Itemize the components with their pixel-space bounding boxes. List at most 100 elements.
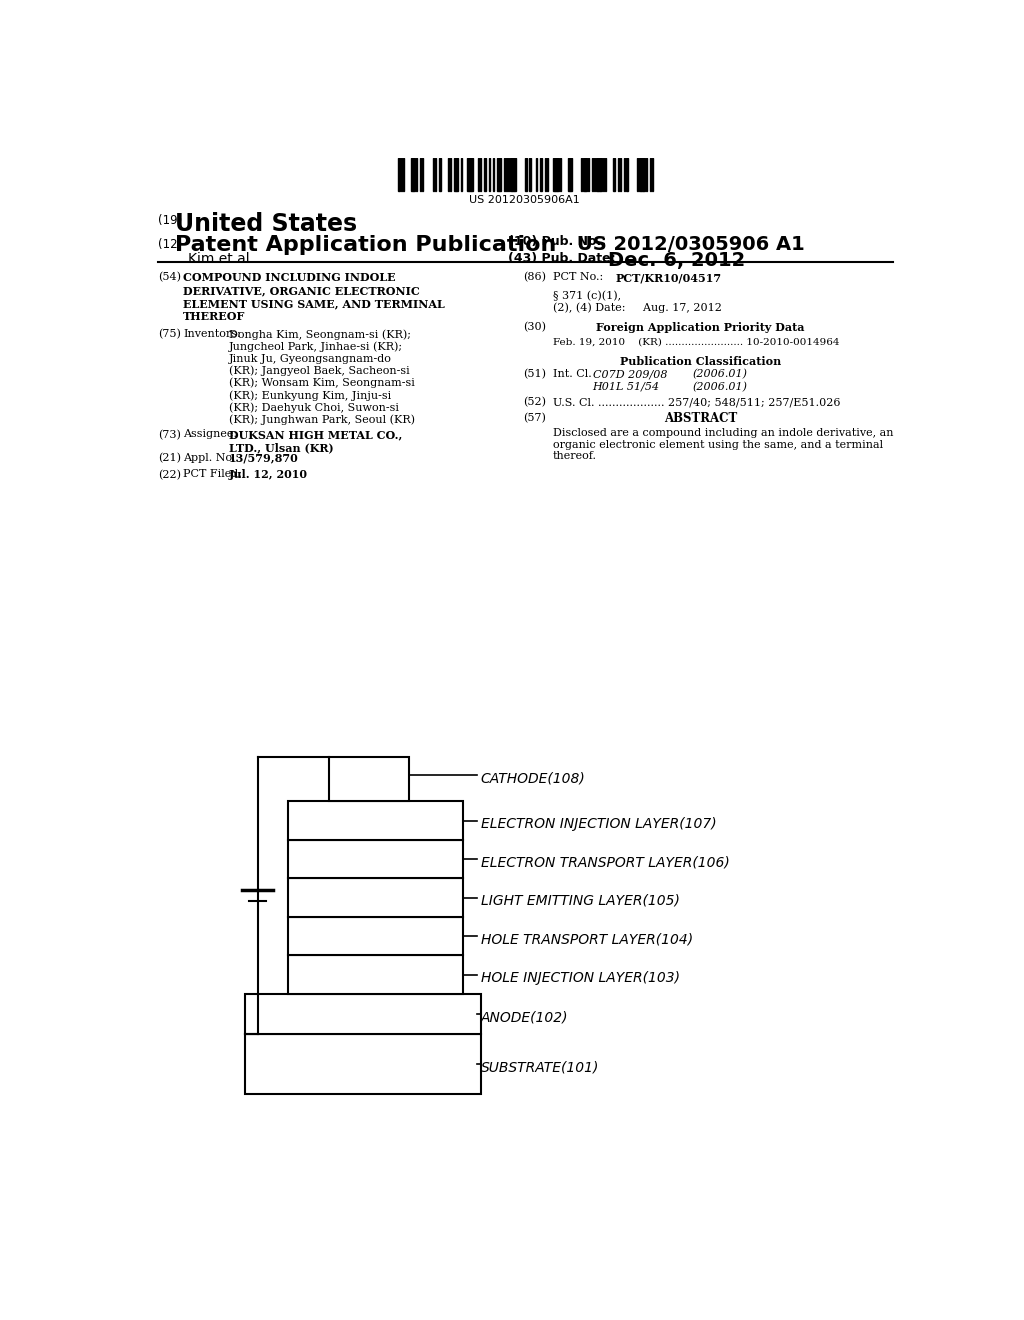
Text: COMPOUND INCLUDING INDOLE
DERIVATIVE, ORGANIC ELECTRONIC
ELEMENT USING SAME, AND: COMPOUND INCLUDING INDOLE DERIVATIVE, OR… bbox=[183, 272, 444, 322]
Bar bbox=[398, 158, 399, 191]
Bar bbox=[598, 158, 600, 191]
Text: H01L 51/54: H01L 51/54 bbox=[593, 381, 659, 392]
Text: HOLE TRANSPORT LAYER(104): HOLE TRANSPORT LAYER(104) bbox=[481, 932, 693, 946]
Text: Kim et al.: Kim et al. bbox=[188, 252, 254, 267]
Bar bbox=[624, 158, 626, 191]
Bar bbox=[652, 158, 653, 191]
Text: Appl. No.:: Appl. No.: bbox=[183, 453, 239, 462]
Text: ELECTRON INJECTION LAYER(107): ELECTRON INJECTION LAYER(107) bbox=[481, 817, 717, 830]
Bar bbox=[414, 158, 415, 191]
Bar bbox=[508, 158, 509, 191]
Text: Assignee:: Assignee: bbox=[183, 429, 237, 440]
Bar bbox=[559, 158, 561, 191]
Bar bbox=[433, 158, 434, 191]
Bar bbox=[650, 158, 651, 191]
Text: (22): (22) bbox=[159, 470, 181, 479]
Text: (10) Pub. No.:: (10) Pub. No.: bbox=[508, 235, 606, 248]
Text: (73): (73) bbox=[159, 429, 181, 440]
Bar bbox=[512, 158, 514, 191]
Bar bbox=[422, 158, 423, 191]
Text: ANODE(102): ANODE(102) bbox=[481, 1010, 568, 1024]
Text: (43) Pub. Date:: (43) Pub. Date: bbox=[508, 252, 615, 265]
Text: (19): (19) bbox=[159, 214, 182, 227]
Bar bbox=[605, 158, 606, 191]
Bar bbox=[510, 158, 512, 191]
Text: PCT/KR10/04517: PCT/KR10/04517 bbox=[615, 272, 722, 284]
Bar bbox=[557, 158, 559, 191]
Bar bbox=[596, 158, 598, 191]
Bar bbox=[245, 994, 481, 1034]
Bar bbox=[455, 158, 456, 191]
Text: PCT No.:: PCT No.: bbox=[553, 272, 603, 282]
Bar bbox=[330, 756, 410, 801]
Bar bbox=[545, 158, 546, 191]
Bar bbox=[478, 158, 479, 191]
Text: United States: United States bbox=[175, 213, 357, 236]
Bar bbox=[402, 158, 404, 191]
Bar bbox=[581, 158, 583, 191]
Text: U.S. Cl. ................... 257/40; 548/511; 257/E51.026: U.S. Cl. ................... 257/40; 548… bbox=[553, 397, 840, 407]
Bar bbox=[471, 158, 473, 191]
Text: (75): (75) bbox=[159, 330, 181, 339]
Bar bbox=[461, 158, 462, 191]
Bar bbox=[514, 158, 516, 191]
Bar bbox=[467, 158, 469, 191]
Bar bbox=[289, 801, 463, 840]
Text: HOLE INJECTION LAYER(103): HOLE INJECTION LAYER(103) bbox=[481, 970, 680, 985]
Text: (30): (30) bbox=[523, 322, 546, 331]
Bar bbox=[457, 158, 458, 191]
Bar bbox=[547, 158, 548, 191]
Bar bbox=[447, 158, 450, 191]
Bar bbox=[506, 158, 507, 191]
Bar bbox=[412, 158, 413, 191]
Bar bbox=[400, 158, 401, 191]
Bar bbox=[498, 158, 499, 191]
Bar bbox=[553, 158, 555, 191]
Bar bbox=[245, 1034, 481, 1094]
Bar bbox=[617, 158, 620, 191]
Text: PCT Filed:: PCT Filed: bbox=[183, 470, 242, 479]
Bar bbox=[493, 158, 495, 191]
Bar bbox=[620, 158, 622, 191]
Bar bbox=[420, 158, 421, 191]
Text: SUBSTRATE(101): SUBSTRATE(101) bbox=[481, 1060, 599, 1074]
Bar bbox=[289, 917, 463, 956]
Text: (2006.01): (2006.01) bbox=[692, 381, 748, 392]
Bar bbox=[639, 158, 640, 191]
Bar bbox=[555, 158, 557, 191]
Bar bbox=[500, 158, 501, 191]
Text: 13/579,870: 13/579,870 bbox=[229, 453, 299, 463]
Text: (51): (51) bbox=[523, 370, 546, 380]
Bar bbox=[541, 158, 542, 191]
Bar bbox=[484, 158, 485, 191]
Text: Publication Classification: Publication Classification bbox=[620, 355, 781, 367]
Bar bbox=[469, 158, 471, 191]
Bar bbox=[594, 158, 595, 191]
Text: (2006.01): (2006.01) bbox=[692, 370, 748, 380]
Text: (21): (21) bbox=[159, 453, 181, 463]
Bar bbox=[643, 158, 645, 191]
Bar bbox=[450, 158, 452, 191]
Bar bbox=[586, 158, 587, 191]
Bar bbox=[641, 158, 643, 191]
Text: Jul. 12, 2010: Jul. 12, 2010 bbox=[229, 470, 308, 480]
Bar bbox=[637, 158, 638, 191]
Bar bbox=[480, 158, 481, 191]
Text: (52): (52) bbox=[523, 397, 546, 408]
Bar bbox=[568, 158, 569, 191]
Text: CATHODE(108): CATHODE(108) bbox=[481, 771, 586, 785]
Bar bbox=[584, 158, 585, 191]
Bar bbox=[600, 158, 602, 191]
Text: ELECTRON TRANSPORT LAYER(106): ELECTRON TRANSPORT LAYER(106) bbox=[481, 855, 730, 870]
Bar bbox=[289, 840, 463, 878]
Text: LIGHT EMITTING LAYER(105): LIGHT EMITTING LAYER(105) bbox=[481, 894, 680, 908]
Text: Disclosed are a compound including an indole derivative, an
organic electronic e: Disclosed are a compound including an in… bbox=[553, 428, 893, 461]
Text: Int. Cl.: Int. Cl. bbox=[553, 370, 591, 379]
Bar bbox=[439, 158, 440, 191]
Text: § 371 (c)(1),
(2), (4) Date:     Aug. 17, 2012: § 371 (c)(1), (2), (4) Date: Aug. 17, 20… bbox=[553, 290, 721, 313]
Bar bbox=[525, 158, 526, 191]
Bar bbox=[592, 158, 593, 191]
Text: Dongha Kim, Seongnam-si (KR);
Jungcheol Park, Jinhae-si (KR);
Jinuk Ju, Gyeongsa: Dongha Kim, Seongnam-si (KR); Jungcheol … bbox=[229, 330, 415, 425]
Bar bbox=[289, 878, 463, 917]
Bar bbox=[613, 158, 614, 191]
